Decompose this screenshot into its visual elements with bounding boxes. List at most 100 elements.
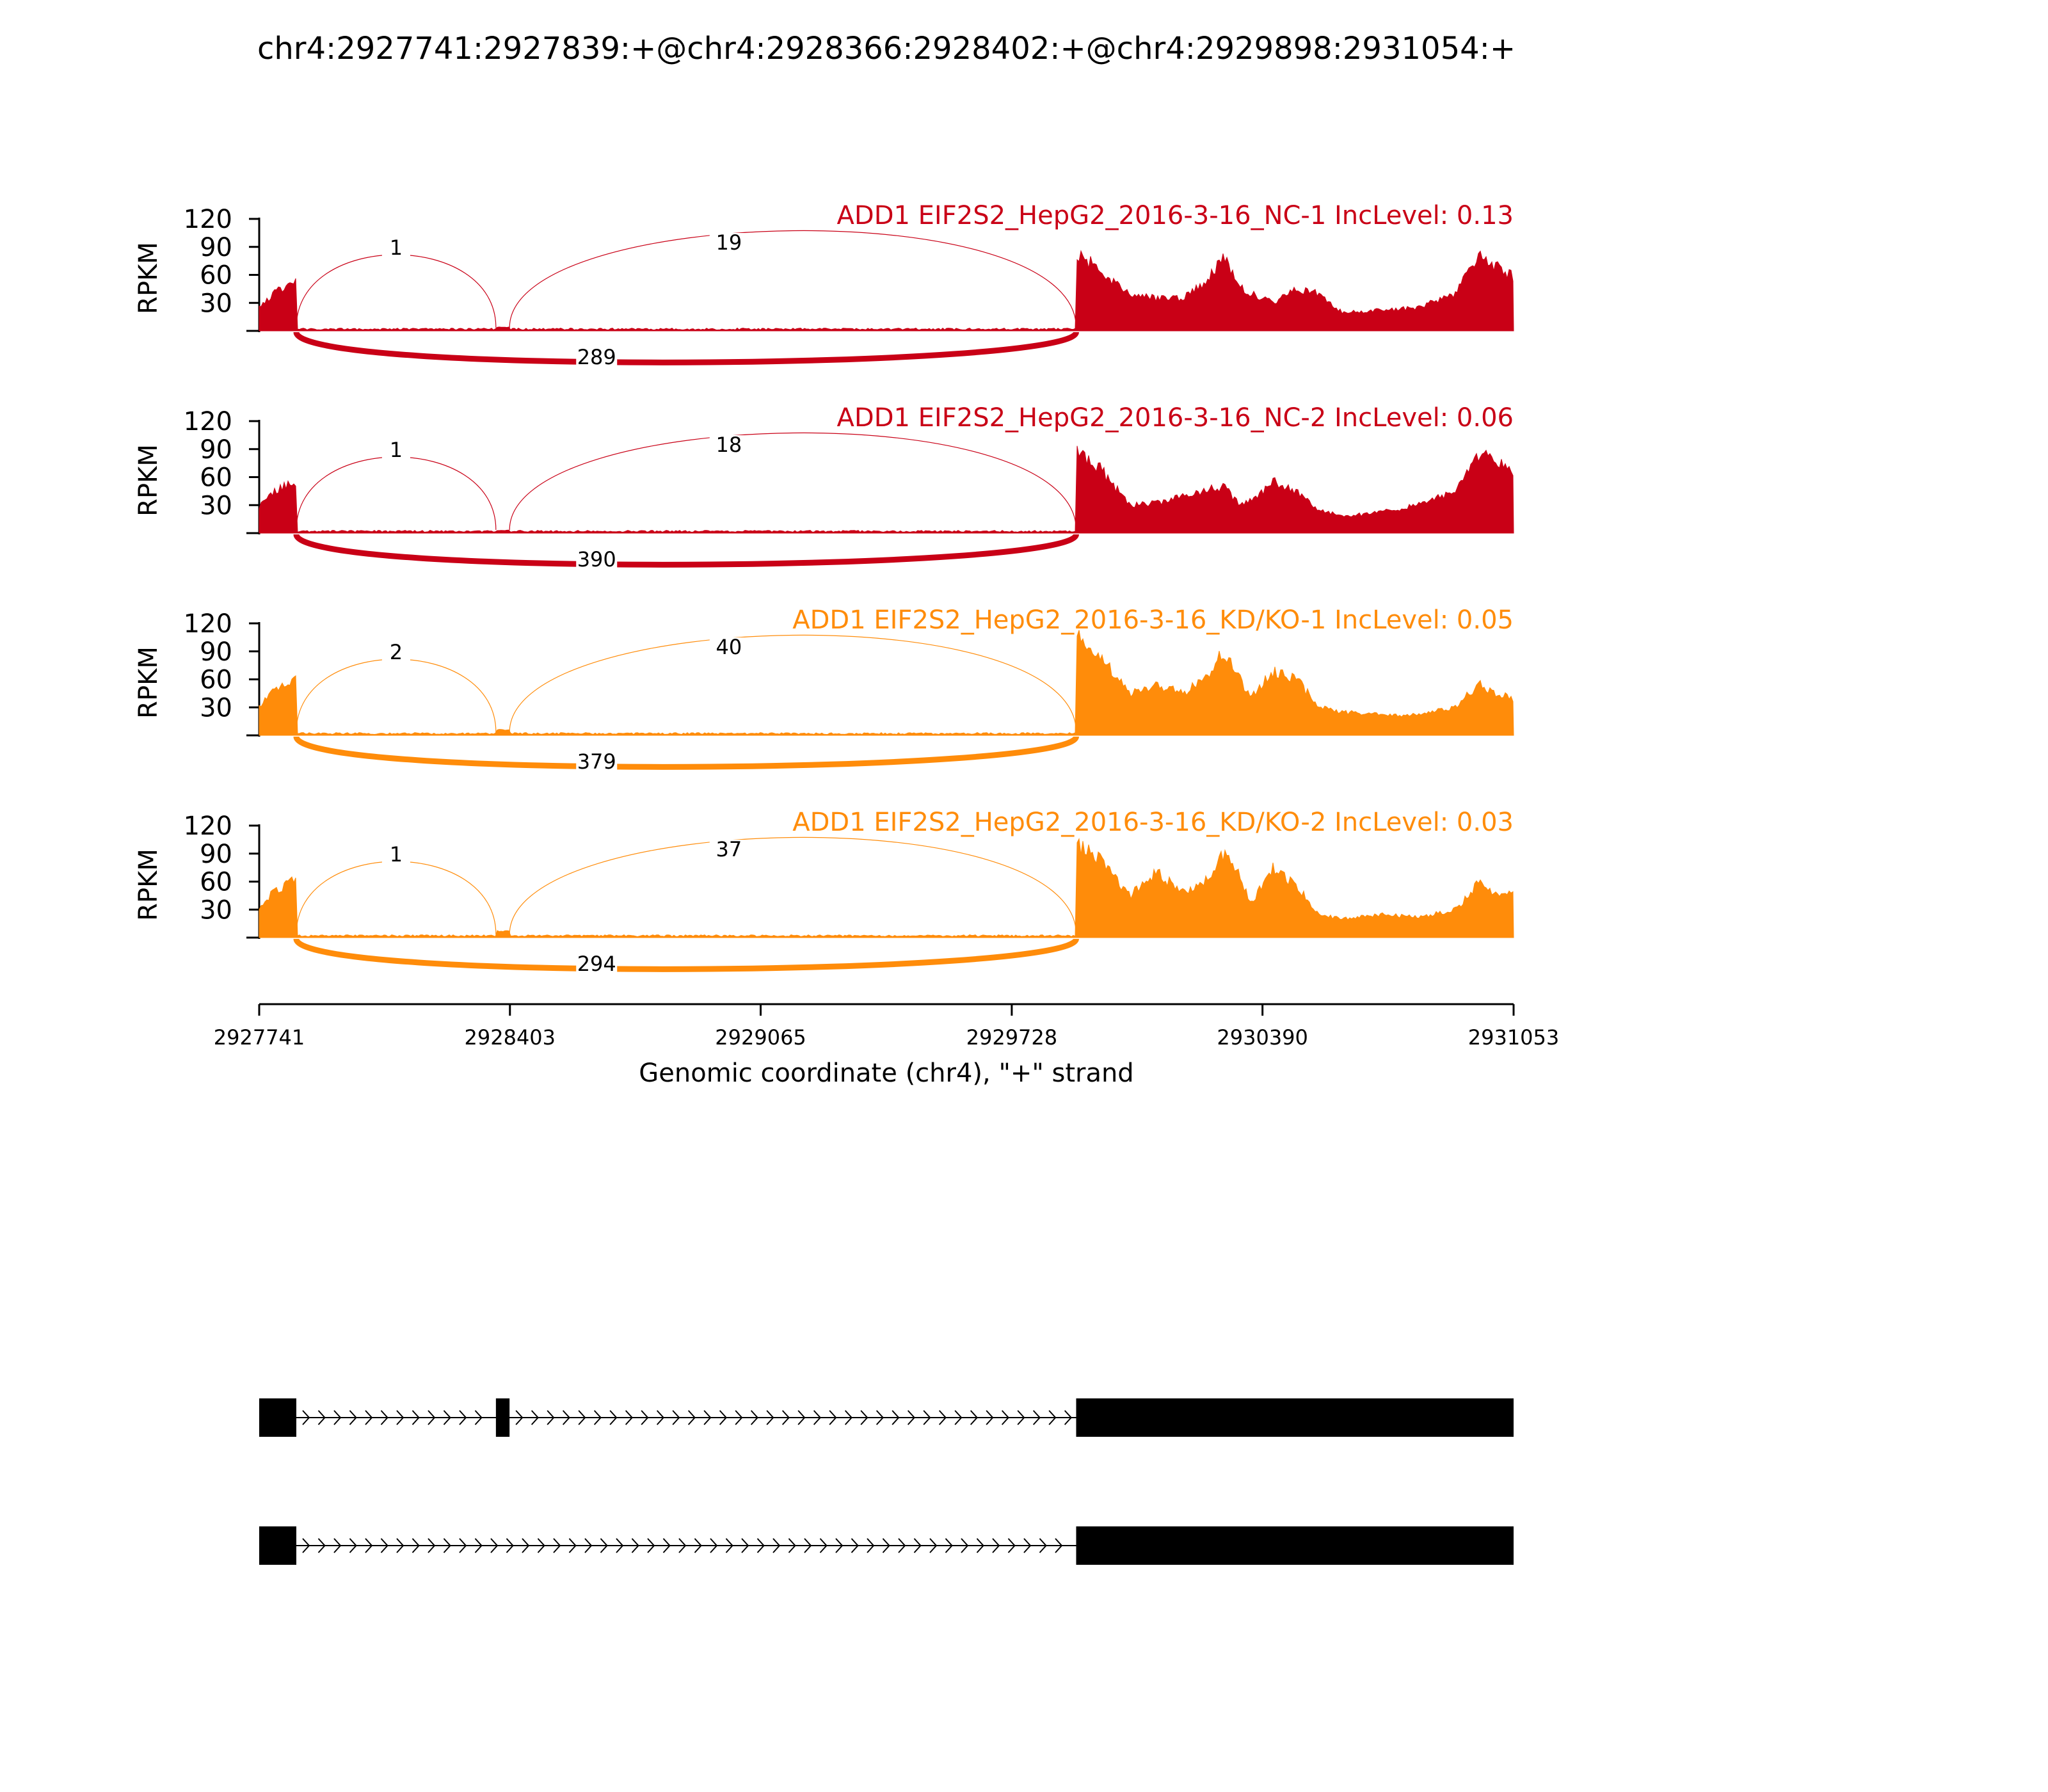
strand-arrow [970,1410,979,1425]
strand-arrow [1007,1538,1016,1553]
strand-arrow [317,1410,326,1425]
exon-block [1076,1398,1514,1437]
strand-arrow [365,1410,373,1425]
strand-arrow [396,1538,404,1553]
strand-arrow [459,1410,467,1425]
x-tick-label: 2929728 [966,1025,1058,1050]
junction-label-bg [709,435,748,457]
junction-count-skipping: 390 [577,547,616,572]
strand-arrow [687,1410,696,1425]
junction-label-bg [709,637,748,659]
strand-arrow [804,1538,812,1553]
x-tick-label: 2929065 [715,1025,806,1050]
strand-arrow [641,1410,649,1425]
sashimi-panel: ADD1 EIF2S2_HepG2_2016-3-16_NC-2 IncLeve… [134,403,1514,573]
junction-arc-downstream [509,230,1077,328]
y-tick-label: 120 [184,407,232,436]
strand-arrow [913,1538,922,1553]
strand-arrow [333,1538,342,1553]
sample-label: ADD1 EIF2S2_HepG2_2016-3-16_NC-2 IncLeve… [837,403,1514,433]
junction-arc-skipping [293,937,1079,972]
y-tick-label: 90 [200,840,232,869]
strand-arrow [929,1538,938,1553]
x-tick-label: 2928403 [465,1025,556,1050]
strand-arrow [506,1538,514,1553]
strand-arrow [867,1538,875,1553]
y-tick-label: 90 [200,233,232,262]
junction-label-bg [381,845,410,867]
junction-count-skipping: 294 [577,952,616,976]
strand-arrow [945,1538,953,1553]
x-tick-label: 2930390 [1217,1025,1308,1050]
strand-arrow [396,1410,404,1425]
strand-arrow [694,1538,702,1553]
exon-block [259,1398,296,1437]
strand-arrow [647,1538,655,1553]
junction-arc-skipping [293,330,1079,365]
junction-label-bg [709,233,748,255]
junction-count-upstream: 1 [390,438,403,462]
x-tick-label: 2931053 [1468,1025,1560,1050]
junction-count-skipping: 379 [577,749,616,774]
strand-arrow [380,1410,388,1425]
y-axis-label: RPKM [134,646,163,719]
y-axis-label: RPKM [134,242,163,314]
strand-arrow [553,1538,561,1553]
x-tick-label: 2927741 [214,1025,305,1050]
transcript-model [259,1398,1514,1437]
strand-arrow [766,1410,774,1425]
coverage-area [259,250,1514,332]
junction-arc-downstream [509,836,1077,935]
junction-label-bg [381,440,410,462]
junction-label-bg [576,547,618,573]
strand-arrow [522,1538,530,1553]
strand-arrow [428,1410,436,1425]
y-tick-label: 60 [200,666,232,695]
y-tick-label: 60 [200,868,232,897]
sample-label: ADD1 EIF2S2_HepG2_2016-3-16_NC-1 IncLeve… [837,201,1514,230]
strand-arrow [578,1410,586,1425]
junction-arc-skipping [293,532,1079,568]
strand-arrow [992,1538,1000,1553]
strand-arrow [365,1538,373,1553]
strand-arrow [860,1410,868,1425]
strand-arrow [741,1538,749,1553]
strand-arrow [443,1538,451,1553]
coverage-area [259,630,1514,736]
junction-count-downstream: 37 [716,837,742,861]
sashimi-panel: ADD1 EIF2S2_HepG2_2016-3-16_KD/KO-2 IncL… [134,808,1514,977]
strand-arrow [662,1538,671,1553]
y-axis-label: RPKM [134,444,163,516]
strand-arrow [961,1538,969,1553]
x-axis: 2927741 2928403 2929065 2929728 2930390 29310… [214,1003,1560,1050]
strand-arrow [625,1410,634,1425]
strand-arrow [829,1410,837,1425]
y-tick-label: 120 [184,609,232,639]
junction-label-bg [576,345,618,371]
strand-arrow [719,1410,728,1425]
junction-arc-upstream [296,456,497,531]
junction-arc-downstream [509,634,1077,733]
junction-count-upstream: 2 [390,640,403,664]
coverage-area [259,445,1514,534]
strand-arrow [537,1538,545,1553]
strand-arrow [781,1410,790,1425]
y-tick-label: 60 [200,463,232,493]
junction-label-bg [576,952,618,977]
strand-arrow [593,1410,602,1425]
strand-arrow [710,1538,718,1553]
strand-arrow [954,1410,963,1425]
chart-title: chr4:2927741:2927839:+@chr4:2928366:2928… [257,31,1516,67]
strand-arrow [725,1538,733,1553]
strand-arrow [986,1410,994,1425]
strand-arrow [1055,1538,1063,1553]
coverage-area [259,838,1514,938]
strand-arrow [1039,1538,1047,1553]
strand-arrow [1017,1410,1025,1425]
strand-arrow [474,1538,483,1553]
strand-arrow [459,1538,467,1553]
junction-arc-upstream [296,254,497,328]
junction-arc-upstream [296,659,497,733]
strand-arrow [772,1538,781,1553]
